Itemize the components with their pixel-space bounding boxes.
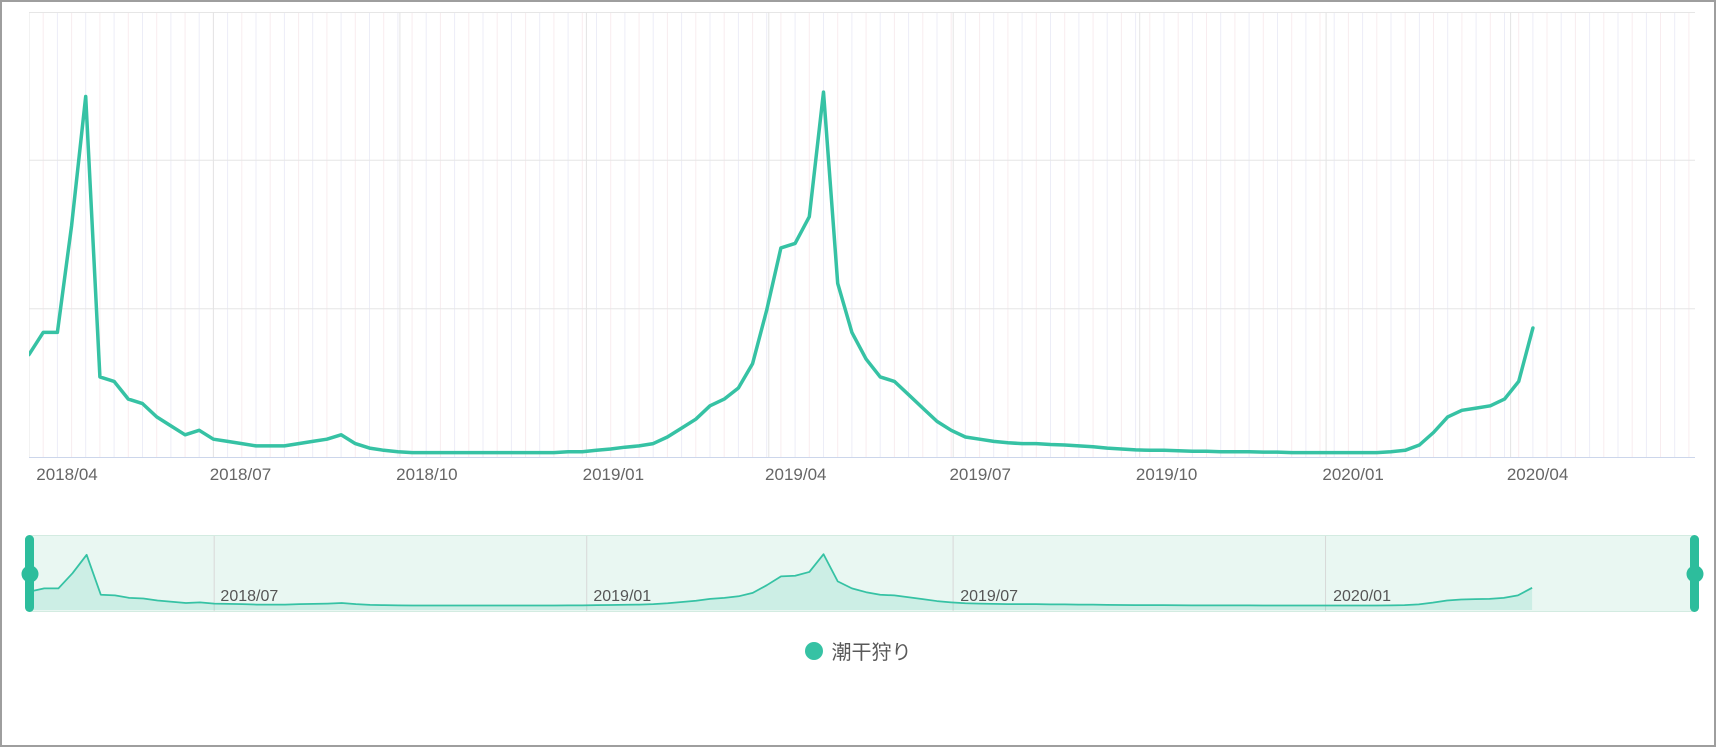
navigator-right-handle-knob (1686, 565, 1703, 582)
main-chart-svg (29, 12, 1695, 457)
legend-marker-icon (804, 641, 823, 660)
weekly-gridlines (42, 12, 1690, 457)
navigator-label: 2020/01 (1333, 588, 1391, 605)
x-axis-label: 2019/04 (765, 465, 827, 484)
x-axis: 2018/04 2018/07 2018/10 2019/01 2019/04 2019/… (29, 465, 1695, 489)
navigator-label: 2019/07 (960, 588, 1019, 605)
navigator-left-handle-knob (21, 565, 38, 582)
x-axis-label: 2019/10 (1135, 465, 1198, 484)
horizontal-gridlines (29, 12, 1695, 310)
series-line (29, 90, 1535, 455)
navigator-left-handle[interactable] (21, 535, 38, 612)
x-axis-label: 2018/04 (36, 465, 98, 484)
navigator-right-handle[interactable] (1686, 535, 1703, 612)
main-chart-plot-area[interactable] (29, 12, 1695, 458)
quarter-gridlines (29, 12, 1512, 457)
navigator-label: 2018/07 (220, 588, 279, 605)
x-axis-label: 2019/01 (582, 465, 645, 484)
navigator-line (30, 553, 1533, 607)
legend-label: 潮干狩り (831, 642, 912, 664)
legend: 潮干狩り (2, 636, 1714, 665)
navigator-gridlines (213, 536, 1327, 611)
x-axis-label: 2019/07 (949, 465, 1011, 484)
navigator-area (30, 554, 1533, 611)
x-axis-label: 2020/04 (1506, 465, 1569, 484)
legend-item[interactable]: 潮干狩り (804, 636, 912, 665)
navigator-label: 2019/01 (593, 588, 652, 605)
x-axis-label: 2018/07 (209, 465, 272, 484)
x-axis-label: 2018/10 (396, 465, 458, 484)
navigator[interactable]: 2018/07 2019/01 2019/07 2020/01 (21, 535, 1703, 612)
x-axis-label: 2020/01 (1322, 465, 1384, 484)
navigator-svg (30, 536, 1533, 611)
